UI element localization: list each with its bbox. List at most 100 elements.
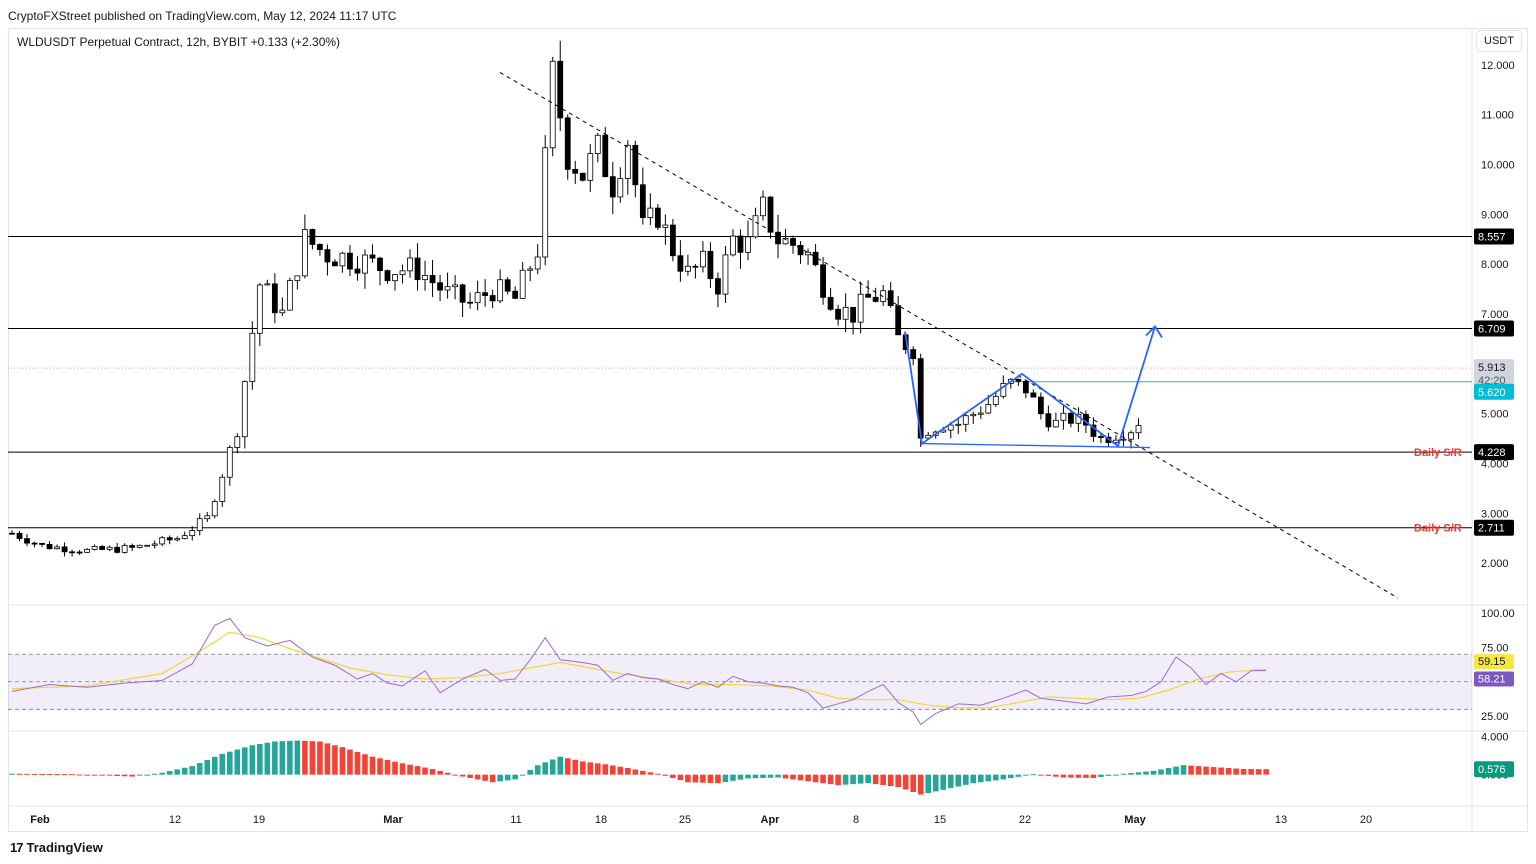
- candle-body: [549, 60, 556, 149]
- level-note-label: Daily S/R: [1414, 523, 1462, 535]
- candle-body: [609, 176, 616, 198]
- osc-histogram-bar: [722, 774, 729, 783]
- tradingview-logo-icon: 17: [10, 840, 24, 855]
- osc-histogram-bar: [1248, 769, 1254, 775]
- candle-body: [196, 518, 203, 531]
- rsi-ma-value-label: 59.15: [1478, 656, 1506, 668]
- time-axis-tick: May: [1124, 814, 1146, 826]
- osc-histogram-bar: [369, 756, 376, 775]
- osc-histogram-bar: [1195, 766, 1202, 775]
- osc-histogram-bar: [76, 774, 83, 776]
- osc-histogram-bar: [294, 740, 301, 775]
- osc-histogram-bar: [932, 774, 939, 792]
- osc-histogram-bar: [46, 774, 53, 776]
- osc-histogram-bar: [1120, 773, 1127, 775]
- osc-histogram-bar: [1263, 769, 1269, 775]
- candle-body: [782, 238, 789, 245]
- breakout-arrow-head: [1145, 325, 1163, 338]
- price-axis-tick: 2.000: [1481, 558, 1509, 570]
- osc-histogram-bar: [594, 763, 601, 775]
- time-axis-tick: 20: [1360, 814, 1372, 826]
- candle-body: [1060, 412, 1067, 421]
- candle-body: [437, 282, 443, 291]
- candle-body: [429, 275, 436, 284]
- candle-body: [534, 256, 541, 270]
- current-price-tag: [1474, 359, 1514, 390]
- candle-body: [384, 270, 391, 282]
- candle-body: [1098, 436, 1104, 438]
- osc-histogram-bar: [670, 774, 676, 778]
- time-axis-tick: 11: [510, 814, 521, 826]
- osc-histogram-bar: [474, 774, 481, 780]
- level-price-label: 6.709: [1478, 324, 1506, 336]
- osc-histogram-bar: [625, 768, 631, 775]
- tradingview-logo[interactable]: 17 TradingView: [10, 840, 103, 855]
- candle-body: [166, 537, 173, 541]
- osc-histogram-bar: [234, 749, 241, 775]
- osc-histogram-bar: [902, 774, 909, 790]
- osc-histogram-bar: [617, 766, 624, 775]
- candle-body: [256, 284, 263, 334]
- candle-body: [722, 254, 729, 295]
- osc-histogram-bar: [775, 774, 781, 778]
- osc-histogram-bar: [1135, 772, 1142, 775]
- candle-body: [1068, 412, 1074, 424]
- level-price-label: 8.557: [1478, 231, 1506, 243]
- rsi-axis-tick: 25.00: [1481, 711, 1509, 723]
- candle-body: [1045, 413, 1052, 428]
- candle-body: [91, 546, 98, 550]
- candle-body: [745, 236, 751, 253]
- osc-histogram-bar: [1008, 774, 1014, 779]
- candle-body: [459, 284, 466, 303]
- osc-histogram-bar: [339, 747, 346, 775]
- osc-histogram-bar: [512, 774, 518, 780]
- candle-body: [594, 134, 601, 154]
- candle-body: [1037, 396, 1044, 415]
- time-axis-tick: Mar: [383, 814, 403, 826]
- level-price-label: 2.711: [1478, 523, 1505, 535]
- osc-histogram-bar: [1165, 768, 1172, 775]
- osc-histogram-bar: [9, 773, 15, 775]
- osc-histogram-bar: [947, 774, 954, 789]
- candle-body: [1135, 425, 1142, 434]
- candle-body: [752, 215, 759, 238]
- osc-histogram-bar: [459, 774, 466, 777]
- rsi-axis-tick: 100.00: [1481, 608, 1515, 620]
- currency-button[interactable]: USDT: [1476, 30, 1522, 52]
- osc-histogram-bar: [752, 774, 759, 779]
- osc-histogram-bar: [745, 774, 751, 779]
- osc-histogram-bar: [24, 773, 30, 775]
- osc-histogram-bar: [610, 765, 616, 775]
- osc-histogram-bar: [737, 774, 744, 780]
- osc-histogram-bar: [925, 774, 932, 793]
- rsi-axis-tick: 75.00: [1481, 642, 1509, 654]
- osc-histogram-bar: [1045, 774, 1052, 776]
- level-price-tag: [1474, 228, 1514, 245]
- osc-histogram-bar: [872, 774, 879, 785]
- osc-histogram-bar: [1210, 767, 1217, 775]
- osc-histogram-bar: [91, 774, 98, 776]
- osc-histogram-bar: [287, 740, 293, 775]
- osc-histogram-bar: [880, 774, 886, 786]
- candle-body: [707, 250, 714, 280]
- candle-body: [947, 424, 954, 431]
- level-note-label: Daily S/R: [1414, 447, 1462, 459]
- time-axis-tick: 19: [253, 814, 265, 826]
- candle-body: [767, 196, 774, 233]
- osc-histogram-bar: [467, 774, 473, 778]
- candle-body: [99, 546, 106, 550]
- time-axis-tick: 12: [169, 814, 181, 826]
- osc-histogram-bar: [106, 774, 113, 776]
- osc-histogram-bar: [1113, 774, 1119, 776]
- candle-body: [489, 295, 496, 302]
- candle-body: [662, 224, 669, 228]
- osc-histogram-bar: [707, 774, 714, 783]
- osc-histogram-bar: [1203, 766, 1209, 775]
- candle-body: [271, 283, 278, 314]
- osc-histogram-bar: [324, 743, 331, 775]
- candle-body: [895, 305, 902, 336]
- osc-histogram-bar: [1023, 774, 1029, 776]
- osc-histogram-bar: [174, 769, 181, 775]
- candle-body: [54, 546, 60, 550]
